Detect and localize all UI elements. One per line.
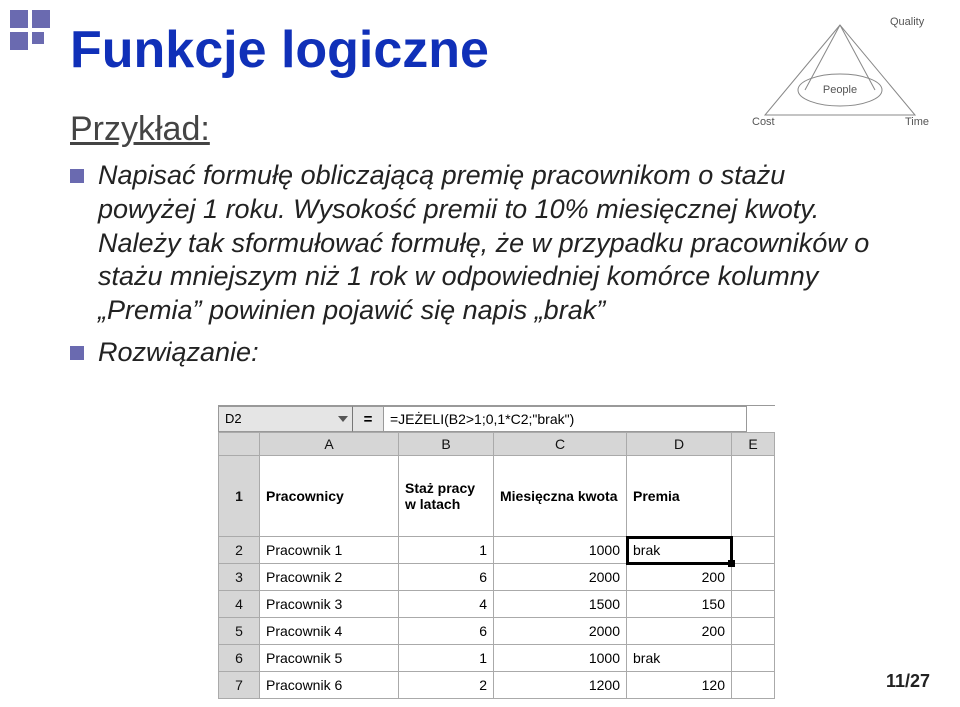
table-row: 3Pracownik 262000200 <box>219 564 775 591</box>
formula-input[interactable]: =JEŻELI(B2>1;0,1*C2;"brak") <box>384 406 747 432</box>
header-E[interactable] <box>732 456 775 537</box>
bullet-2-text: Rozwiązanie: <box>98 336 259 370</box>
table-row: 7Pracownik 621200120 <box>219 672 775 699</box>
cell[interactable] <box>732 618 775 645</box>
bullet-1: Napisać formułę obliczającą premię praco… <box>70 159 890 328</box>
triangle-top-label: Quality <box>890 16 925 28</box>
formula-bar: D2 = =JEŻELI(B2>1;0,1*C2;"brak") <box>218 405 775 432</box>
cell[interactable]: 2000 <box>494 564 627 591</box>
header-D[interactable]: Premia <box>627 456 732 537</box>
bullet-1-text: Napisać formułę obliczającą premię praco… <box>98 159 890 328</box>
bullet-icon <box>70 169 84 183</box>
colhead-E[interactable]: E <box>732 433 775 456</box>
cell[interactable]: brak <box>627 645 732 672</box>
cell[interactable] <box>732 564 775 591</box>
cell[interactable]: 1 <box>399 537 494 564</box>
cell[interactable]: 1500 <box>494 591 627 618</box>
table-row: 4Pracownik 341500150 <box>219 591 775 618</box>
cell[interactable]: Pracownik 5 <box>260 645 399 672</box>
colhead-A[interactable]: A <box>260 433 399 456</box>
cell[interactable]: Pracownik 1 <box>260 537 399 564</box>
colhead-C[interactable]: C <box>494 433 627 456</box>
rownum[interactable]: 3 <box>219 564 260 591</box>
cell[interactable]: 2000 <box>494 618 627 645</box>
rownum[interactable]: 5 <box>219 618 260 645</box>
colhead-D[interactable]: D <box>627 433 732 456</box>
cell[interactable]: 6 <box>399 618 494 645</box>
page-number: 11/27 <box>886 671 930 692</box>
cell[interactable] <box>732 591 775 618</box>
cell[interactable]: Pracownik 4 <box>260 618 399 645</box>
table-header-row: 1 Pracownicy Staż pracy w latach Miesięc… <box>219 456 775 537</box>
rownum[interactable]: 2 <box>219 537 260 564</box>
cell[interactable]: 200 <box>627 564 732 591</box>
triangle-inner-label: People <box>823 84 857 96</box>
rownum[interactable]: 4 <box>219 591 260 618</box>
rownum[interactable]: 6 <box>219 645 260 672</box>
header-B[interactable]: Staż pracy w latach <box>399 456 494 537</box>
cell[interactable]: 1000 <box>494 645 627 672</box>
select-all-corner[interactable] <box>219 433 260 456</box>
subtitle: Przykład: <box>70 110 890 149</box>
cell[interactable]: brak <box>627 537 732 564</box>
grid[interactable]: A B C D E 1 Pracownicy Staż pracy w lata… <box>218 432 775 699</box>
cell[interactable] <box>732 537 775 564</box>
cell[interactable]: Pracownik 2 <box>260 564 399 591</box>
table-row: 6Pracownik 511000brak <box>219 645 775 672</box>
bullet-2: Rozwiązanie: <box>70 336 890 370</box>
slide-title: Funkcje logiczne <box>70 20 489 80</box>
cell[interactable]: Pracownik 3 <box>260 591 399 618</box>
table-row: 5Pracownik 462000200 <box>219 618 775 645</box>
rownum[interactable]: 1 <box>219 456 260 537</box>
cell[interactable]: 1000 <box>494 537 627 564</box>
header-A[interactable]: Pracownicy <box>260 456 399 537</box>
cell[interactable]: 4 <box>399 591 494 618</box>
colhead-B[interactable]: B <box>399 433 494 456</box>
cell[interactable]: Pracownik 6 <box>260 672 399 699</box>
cell[interactable] <box>732 645 775 672</box>
table-row: 2Pracownik 111000brak <box>219 537 775 564</box>
cell[interactable]: 1 <box>399 645 494 672</box>
formula-equals-button[interactable]: = <box>353 406 384 432</box>
cell[interactable]: 6 <box>399 564 494 591</box>
bullet-icon <box>70 346 84 360</box>
cell[interactable]: 200 <box>627 618 732 645</box>
header-C[interactable]: Miesięczna kwota <box>494 456 627 537</box>
triangle-right-label: Time <box>905 116 929 128</box>
cell[interactable] <box>732 672 775 699</box>
cell[interactable]: 120 <box>627 672 732 699</box>
cell[interactable]: 2 <box>399 672 494 699</box>
name-box[interactable]: D2 <box>218 406 353 432</box>
cell[interactable]: 1200 <box>494 672 627 699</box>
spreadsheet: D2 = =JEŻELI(B2>1;0,1*C2;"brak") A B C D… <box>218 405 775 699</box>
rownum[interactable]: 7 <box>219 672 260 699</box>
cell[interactable]: 150 <box>627 591 732 618</box>
